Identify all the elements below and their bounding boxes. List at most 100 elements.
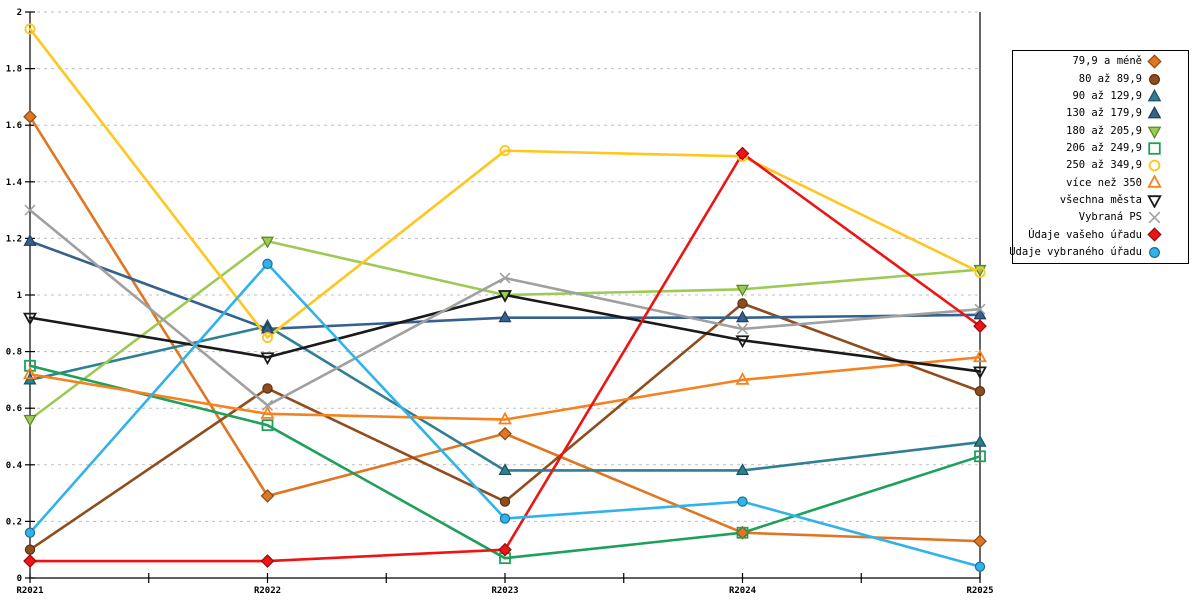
- legend-item: Vybraná PS: [1013, 209, 1188, 226]
- triangle-down-icon: [1147, 126, 1162, 139]
- diamond-icon: [23, 109, 37, 124]
- legend-marker-circle-icon: [1148, 159, 1161, 172]
- circle-icon: [737, 298, 748, 309]
- triangle-down-icon: [972, 366, 988, 380]
- circle-icon: [974, 266, 986, 278]
- legend-item: 206 až 249,9: [1013, 140, 1188, 157]
- square-icon: [736, 526, 749, 539]
- series-line: [28, 208, 982, 407]
- x-icon: [736, 323, 749, 335]
- y-tick-label: 0.2: [6, 517, 22, 527]
- y-tick-label: 0.6: [6, 404, 22, 414]
- x-tick-label: R2023: [491, 586, 518, 596]
- circle-icon: [24, 23, 36, 35]
- diamond-icon: [498, 426, 512, 441]
- triangle-up-icon: [735, 310, 750, 323]
- legend-marker-circle-icon: [1149, 73, 1160, 85]
- y-tick-label: 2: [17, 8, 22, 18]
- triangle-down-icon: [1147, 195, 1162, 208]
- triangle-down-icon: [260, 352, 275, 366]
- y-tick-label: 1.4: [6, 178, 23, 188]
- x-tick-label: R2025: [966, 586, 993, 596]
- legend-item-label: 80 až 89,9: [1078, 72, 1142, 85]
- x-icon: [499, 272, 511, 284]
- legend-item: 80 až 89,9: [1013, 70, 1188, 87]
- diamond-icon: [735, 146, 750, 161]
- circle-icon: [1149, 73, 1160, 85]
- legend-item-label: Údaje vybraného úřadu: [1009, 246, 1142, 259]
- circle-icon: [974, 386, 986, 397]
- legend-item: 79,9 a méně: [1013, 53, 1188, 70]
- legend-marker-triangle-up-icon: [1147, 175, 1162, 189]
- circle-icon: [499, 496, 511, 507]
- diamond-icon: [23, 554, 37, 568]
- legend-item-label: 180 až 205,9: [1066, 124, 1142, 137]
- y-tick-label: 0: [17, 574, 22, 584]
- series-line: [28, 364, 982, 560]
- circle-icon: [24, 527, 36, 538]
- legend-item: více než 350: [1013, 174, 1188, 191]
- triangle-up-icon: [22, 366, 38, 380]
- series-line: [28, 293, 982, 373]
- square-icon: [1148, 142, 1161, 155]
- legend-item: Údaje vašeho úřadu: [1013, 226, 1188, 243]
- triangle-up-icon: [973, 307, 987, 320]
- circle-icon: [24, 544, 36, 555]
- y-tick-label: 1.8: [6, 65, 22, 75]
- y-tick-label: 1: [17, 291, 22, 301]
- legend-marker-triangle-up-icon: [1147, 88, 1162, 102]
- triangle-up-icon: [260, 405, 275, 419]
- series-line: [28, 355, 982, 421]
- diamond-icon: [973, 319, 987, 333]
- triangle-down-icon: [735, 284, 750, 297]
- circle-icon: [262, 383, 273, 394]
- legend-item-label: 130 až 179,9: [1066, 107, 1142, 120]
- y-tick-label: 0.4: [6, 461, 23, 471]
- circle-icon: [261, 331, 273, 343]
- legend-marker-diamond-icon: [1147, 54, 1162, 69]
- legend-marker-x-icon: [1148, 211, 1161, 224]
- diamond-icon: [1147, 54, 1162, 69]
- triangle-down-icon: [497, 290, 513, 303]
- legend-item-label: všechna města: [1059, 194, 1142, 207]
- legend-item: 130 až 179,9: [1013, 105, 1188, 122]
- triangle-up-icon: [498, 463, 512, 476]
- diamond-icon: [260, 489, 275, 503]
- legend-item: 250 až 349,9: [1013, 157, 1188, 174]
- y-tick-label: 0.8: [6, 348, 22, 358]
- x-icon: [1148, 211, 1161, 224]
- diamond-icon: [735, 525, 750, 540]
- triangle-down-icon: [735, 335, 750, 349]
- legend-item-label: 250 až 349,9: [1066, 159, 1142, 172]
- triangle-up-icon: [1147, 106, 1162, 119]
- legend-item: 180 až 205,9: [1013, 122, 1188, 139]
- square-icon: [261, 419, 274, 432]
- legend-marker-triangle-down-icon: [1147, 195, 1162, 208]
- square-icon: [24, 359, 36, 372]
- y-tick-label: 1.2: [6, 234, 22, 244]
- legend-item-label: 90 až 129,9: [1072, 90, 1142, 103]
- series-line: [28, 239, 982, 421]
- diamond-icon: [498, 542, 512, 557]
- diamond-icon: [1147, 227, 1162, 243]
- series-line: [28, 27, 982, 339]
- series-line: [28, 115, 982, 543]
- square-icon: [974, 450, 986, 463]
- circle-icon: [1149, 246, 1160, 258]
- x-tick-label: R2024: [729, 586, 757, 596]
- circle-icon: [499, 513, 511, 524]
- legend-marker-diamond-icon: [1147, 227, 1162, 243]
- legend-item-label: 79,9 a méně: [1072, 55, 1142, 68]
- diamond-icon: [260, 554, 275, 568]
- legend-marker-triangle-down-icon: [1147, 126, 1162, 139]
- triangle-up-icon: [23, 233, 37, 246]
- x-tick-label: R2022: [254, 586, 281, 596]
- legend-item: Údaje vybraného úřadu: [1009, 244, 1188, 261]
- x-icon: [24, 204, 36, 216]
- triangle-up-icon: [497, 411, 513, 425]
- legend-marker-square-icon: [1148, 142, 1161, 155]
- y-tick-label: 1.6: [6, 121, 22, 131]
- legend-marker-triangle-up-icon: [1147, 106, 1162, 119]
